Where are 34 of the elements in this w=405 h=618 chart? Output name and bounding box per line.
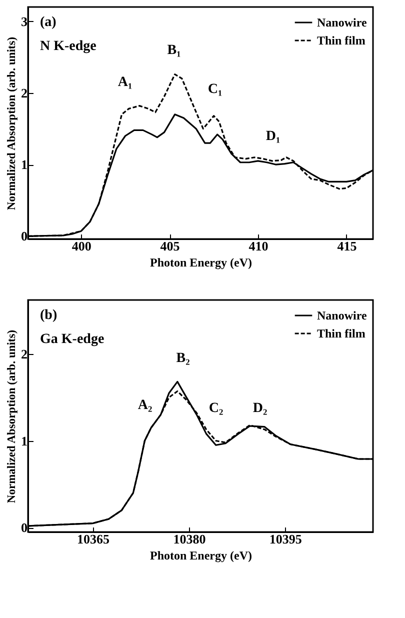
y-tick-label: 2	[21, 85, 28, 100]
annotation: C₁	[208, 82, 222, 97]
legend-label: Nanowire	[317, 308, 368, 322]
annotation: A₂	[138, 398, 152, 413]
legend-label: Thin film	[317, 34, 366, 48]
x-axis-title: Photon Energy (eV)	[150, 548, 252, 562]
legend-label: Nanowire	[317, 16, 368, 30]
annotation: N K-edge	[40, 39, 96, 54]
legend-label: Thin film	[317, 326, 366, 340]
y-axis-title: Normalized Absorption (arb. units)	[6, 330, 18, 504]
annotation: B₂	[176, 351, 190, 366]
annotation: D₁	[266, 129, 280, 144]
annotation: B₁	[167, 43, 181, 58]
x-tick-label: 10365	[77, 532, 110, 546]
annotation: Ga K-edge	[40, 332, 104, 347]
annotation: (a)	[40, 15, 57, 30]
y-tick-label: 1	[21, 157, 28, 172]
x-tick-label: 405	[160, 238, 180, 254]
y-axis-title: Normalized Absorption (arb. units)	[6, 36, 18, 210]
y-tick-label: 2	[21, 346, 28, 362]
annotation: C₂	[208, 401, 224, 416]
x-tick-label: 410	[248, 238, 268, 254]
y-tick-label: 0	[21, 520, 28, 536]
annotation: A₁	[118, 75, 132, 90]
annotation: D₂	[252, 401, 268, 416]
x-tick-label: 10395	[269, 532, 302, 546]
x-tick-label: 415	[337, 238, 358, 254]
annotation: (b)	[40, 308, 58, 323]
x-tick-label: 10380	[173, 532, 206, 546]
y-tick-label: 3	[21, 14, 28, 29]
x-axis-title: Photon Energy (eV)	[150, 256, 252, 270]
y-tick-label: 0	[21, 228, 28, 244]
x-tick-label: 400	[72, 238, 92, 254]
y-tick-label: 1	[21, 433, 28, 448]
